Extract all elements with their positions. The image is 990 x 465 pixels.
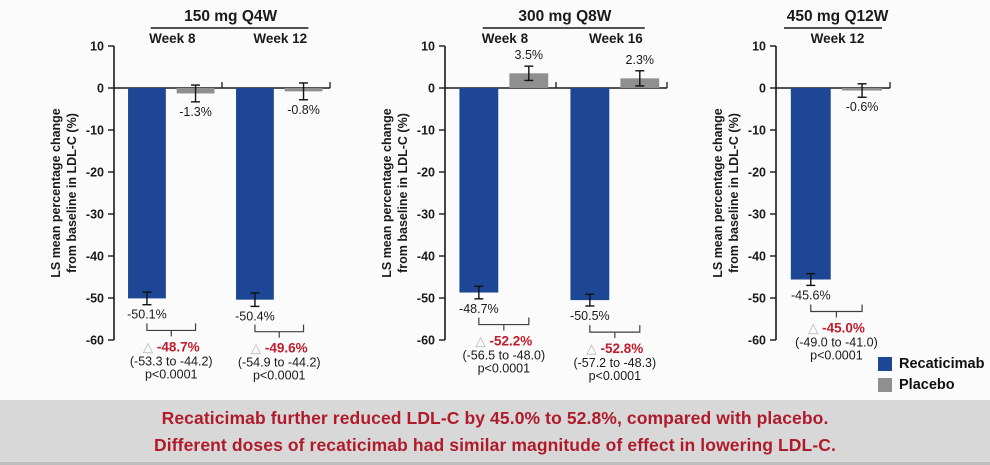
y-tick-label: -50: [748, 292, 766, 306]
recaticimab-bar: [459, 88, 499, 293]
y-axis-title-line1: LS mean percentage change: [49, 108, 63, 278]
week-label: Week 8: [149, 31, 196, 46]
diff-annotation: △ -52.8%: [586, 341, 643, 356]
placebo-value-label: 2.3%: [626, 53, 655, 67]
y-axis-title-line2: from baseline in LDL-C (%): [65, 113, 79, 273]
y-tick-label: -40: [86, 250, 104, 264]
chart-panel-1: LS mean percentage change from baseline i…: [49, 8, 331, 383]
legend-label-recaticimab: Recaticimab: [899, 356, 985, 372]
y-tick-label: -10: [748, 124, 766, 138]
y-tick-label: -30: [417, 208, 435, 222]
comparison-bracket: [146, 323, 197, 332]
y-tick-label: 10: [421, 40, 435, 54]
p-value-annotation: p<0.0001: [253, 369, 306, 383]
recaticimab-swatch-icon: [878, 357, 892, 371]
ci-annotation: (-49.0 to -41.0): [795, 336, 878, 350]
diff-annotation: △ -45.0%: [808, 321, 865, 336]
p-value-annotation: p<0.0001: [589, 369, 642, 383]
ci-annotation: (-57.2 to -48.3): [573, 356, 656, 370]
y-tick-label: -60: [86, 334, 104, 348]
y-axis-title-line1: LS mean percentage change: [711, 108, 725, 278]
y-tick-label: 0: [97, 82, 104, 96]
legend-label-placebo: Placebo: [899, 377, 955, 393]
y-tick-label: -10: [417, 124, 435, 138]
placebo-value-label: 3.5%: [515, 48, 544, 62]
recaticimab-value-label: -50.5%: [570, 309, 610, 323]
y-tick-label: -10: [86, 124, 104, 138]
comparison-bracket: [478, 317, 530, 326]
legend-item-recaticimab: Recaticimab: [878, 356, 984, 372]
comparison-bracket: [254, 324, 305, 333]
ci-annotation: (-54.9 to -44.2): [238, 356, 321, 370]
diff-annotation: △ -49.6%: [251, 341, 308, 356]
placebo-value-label: -0.8%: [287, 103, 320, 117]
comparison-bracket: [810, 304, 863, 313]
dose-title: 300 mg Q8W: [518, 8, 611, 25]
week-label: Week 12: [253, 31, 307, 46]
y-tick-label: -30: [748, 208, 766, 222]
recaticimab-bar: [570, 88, 610, 301]
y-tick-label: -30: [86, 208, 104, 222]
y-tick-label: -20: [86, 166, 104, 180]
y-tick-label: 0: [759, 82, 766, 96]
placebo-swatch-icon: [878, 378, 892, 392]
week-label: Week 16: [589, 31, 643, 46]
y-tick-label: -60: [417, 334, 435, 348]
recaticimab-value-label: -48.7%: [459, 302, 499, 316]
y-tick-label: -40: [417, 250, 435, 264]
y-tick-label: -50: [86, 292, 104, 306]
comparison-bracket: [589, 325, 641, 333]
recaticimab-value-label: -50.4%: [235, 309, 275, 323]
p-value-annotation: p<0.0001: [145, 367, 198, 381]
p-value-annotation: p<0.0001: [478, 362, 531, 376]
recaticimab-value-label: -50.1%: [127, 308, 167, 322]
y-tick-label: -20: [748, 166, 766, 180]
recaticimab-bar: [790, 88, 831, 280]
week-label: Week 8: [482, 31, 529, 46]
p-value-annotation: p<0.0001: [810, 349, 863, 363]
summary-banner: Recaticimab further reduced LDL-C by 45.…: [0, 400, 990, 465]
y-tick-label: -40: [748, 250, 766, 264]
y-axis-title-line1: LS mean percentage change: [380, 108, 394, 278]
banner-line1: Recaticimab further reduced LDL-C by 45.…: [161, 408, 829, 428]
chart-panel-2: LS mean percentage change from baseline i…: [380, 8, 668, 383]
y-tick-label: 10: [752, 40, 766, 54]
legend: Recaticimab Placebo: [878, 356, 984, 393]
banner-line2: Different doses of recaticimab had simil…: [154, 435, 836, 455]
y-axis-title-line2: from baseline in LDL-C (%): [727, 113, 741, 273]
y-tick-label: -50: [417, 292, 435, 306]
placebo-value-label: -0.6%: [846, 100, 879, 114]
y-axis-title-line2: from baseline in LDL-C (%): [396, 113, 410, 273]
legend-item-placebo: Placebo: [878, 377, 984, 393]
y-tick-label: -60: [748, 334, 766, 348]
ci-annotation: (-53.3 to -44.2): [130, 354, 213, 368]
recaticimab-bar: [128, 88, 166, 299]
chart-panel-3: LS mean percentage change from baseline i…: [711, 8, 891, 363]
recaticimab-value-label: -45.6%: [791, 288, 831, 302]
ci-annotation: (-56.5 to -48.0): [462, 349, 545, 363]
chart-panels-row: LS mean percentage change from baseline i…: [49, 8, 985, 393]
week-label: Week 12: [811, 31, 865, 46]
y-tick-label: -20: [417, 166, 435, 180]
placebo-value-label: -1.3%: [179, 105, 212, 119]
dose-title: 450 mg Q12W: [787, 8, 889, 25]
recaticimab-bar: [236, 88, 274, 300]
y-tick-label: 0: [428, 82, 435, 96]
diff-annotation: △ -52.2%: [475, 334, 532, 349]
dose-title: 150 mg Q4W: [184, 8, 277, 25]
y-tick-label: 10: [90, 40, 104, 54]
diff-annotation: △ -48.7%: [143, 339, 200, 354]
